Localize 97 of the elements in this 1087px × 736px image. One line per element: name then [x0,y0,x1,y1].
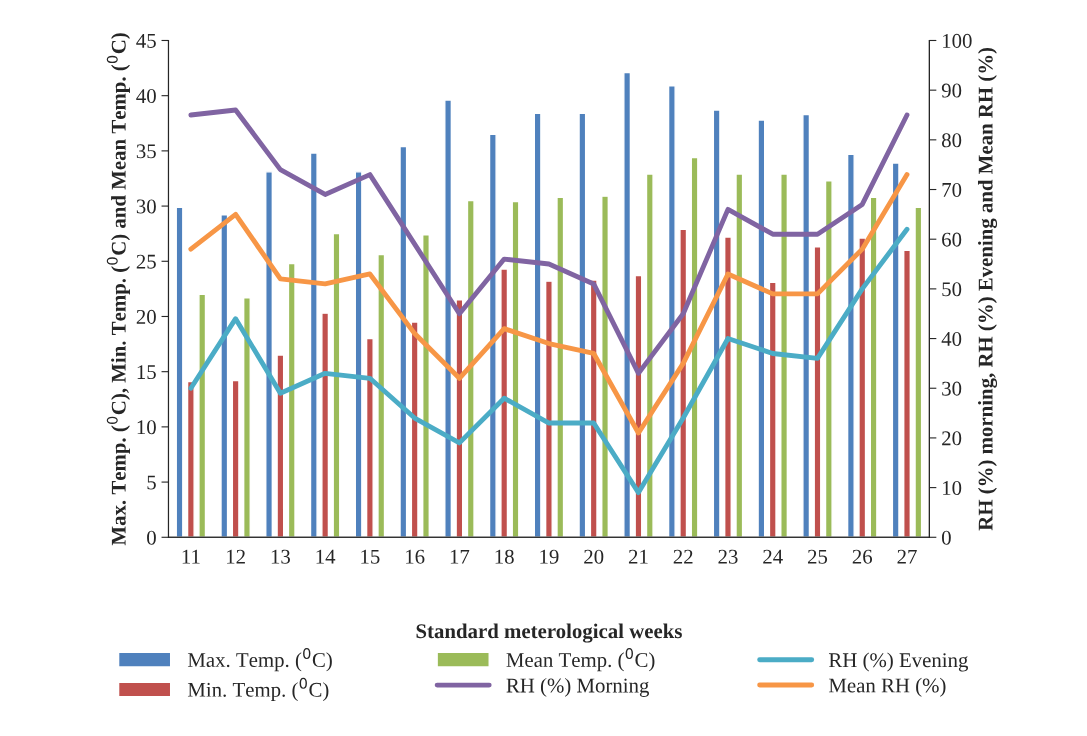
bar [309,152,318,538]
bar [354,171,363,538]
bar [242,297,251,538]
x-tick-label: 15 [361,549,380,564]
legend-label: RH (%) Morning [506,677,649,697]
y-tick-label: 45 [136,33,156,48]
legend-label: Mean RH (%) [828,677,946,697]
bar [578,112,587,538]
bar [723,236,732,538]
x-tick-label: 23 [718,549,738,564]
bar [712,109,721,538]
y-tick-label: 35 [136,144,156,159]
bar [321,312,330,538]
y-tick-label: 20 [136,309,156,324]
bar [735,173,744,538]
line-series [188,172,910,436]
x-tick-label: 14 [316,549,336,564]
y-tick-label: 10 [137,420,156,435]
x-tick-label: 24 [763,549,783,564]
bar [903,249,911,538]
bar [556,196,565,538]
legend-label: Mean Temp. ($^{0}$C) [506,648,655,672]
y2-tick-label: 70 [942,182,962,197]
bar [858,237,867,538]
bar [846,153,855,538]
y2-tick-label: 50 [942,282,962,297]
bar [690,156,699,538]
x-tick-label: 19 [540,549,559,564]
bar [410,321,419,538]
bar [768,281,777,538]
y2-tick-label: 100 [943,33,972,48]
bar [589,279,598,538]
y2-tick-label: 60 [942,232,962,247]
y-tick-label: 25 [136,254,156,269]
bar [757,119,766,538]
y-axis-title: Max. Temp. ($^{0}$C), Min. Temp. ($^{0}$C) and Mean Temp. ($^{0}$C) [106,33,130,546]
y2-tick-label: 80 [941,133,962,148]
bar [175,206,184,538]
bar [276,354,285,538]
y2-tick-label: 30 [942,381,962,396]
y2-tick-label: 40 [941,331,962,346]
y2-tick-label: 0 [941,530,951,545]
legend-label: RH (%) Evening [828,652,969,672]
bar [824,179,833,538]
x-tick-label: 16 [406,549,425,564]
x-tick-label: 22 [673,549,693,564]
bar [488,133,497,538]
line-series [188,226,910,495]
bar [634,274,643,538]
bar [220,214,229,538]
bar [455,299,464,538]
bar [444,99,453,538]
y2-tick-label: 90 [941,83,962,98]
bar [186,380,195,538]
x-tick-label: 18 [495,549,514,564]
bar [365,337,374,538]
bar [198,293,207,538]
bar [914,206,923,538]
bar [500,268,509,538]
bar [399,145,408,538]
x-tick-label: 11 [182,549,200,564]
x-tick-label: 13 [271,549,290,564]
bar [422,234,430,538]
bar [623,71,632,538]
bar [287,262,296,538]
y2-axis-title: RH (%) morning, RH (%) Evening and Mean RH (%) [978,47,998,531]
bar [533,112,542,538]
bar [377,253,386,538]
x-tick-label: 17 [450,549,470,564]
bar [466,199,475,538]
line-series [188,107,910,376]
y-tick-label: 40 [136,89,156,104]
y-tick-label: 5 [147,475,156,490]
bar [265,171,274,538]
y2-tick-label: 20 [942,431,962,446]
bar [891,162,900,538]
bar [869,196,878,538]
x-axis-title: Standard meterological weeks [416,623,682,643]
x-tick-label: 20 [584,549,604,564]
bar [667,85,676,538]
x-tick-label: 27 [897,549,917,564]
x-tick-label: 21 [628,549,648,564]
y-tick-label: 0 [147,530,156,545]
bar [802,113,811,538]
bar [601,195,610,538]
x-tick-label: 25 [807,549,828,564]
legend-label: Max. Temp. ($^{0}$C) [187,648,332,672]
x-tick-label: 12 [227,549,245,564]
bar [231,379,240,538]
bar [544,280,553,538]
y-tick-label: 30 [136,199,156,214]
x-tick-label: 26 [852,549,873,564]
bar [645,173,654,538]
y-tick-label: 15 [137,365,156,380]
bar [780,173,789,538]
y2-tick-label: 10 [943,480,962,496]
legend-label: Min. Temp. ($^{0}$C) [187,677,329,702]
